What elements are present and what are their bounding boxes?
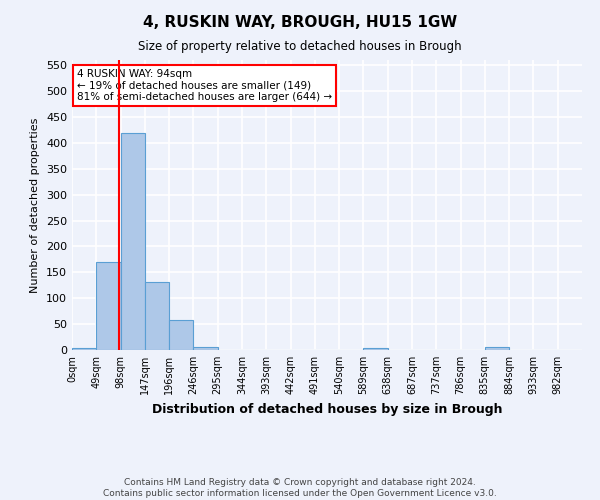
Text: 4 RUSKIN WAY: 94sqm
← 19% of detached houses are smaller (149)
81% of semi-detac: 4 RUSKIN WAY: 94sqm ← 19% of detached ho… [77, 68, 332, 102]
Text: Contains HM Land Registry data © Crown copyright and database right 2024.
Contai: Contains HM Land Registry data © Crown c… [103, 478, 497, 498]
Bar [121, 132, 145, 350]
Text: Size of property relative to detached houses in Brough: Size of property relative to detached ho… [138, 40, 462, 53]
Bar [96, 262, 121, 350]
Bar [485, 348, 509, 350]
Bar [169, 320, 193, 350]
X-axis label: Distribution of detached houses by size in Brough: Distribution of detached houses by size … [152, 402, 502, 415]
Bar [193, 348, 218, 350]
Bar [72, 348, 96, 350]
Bar [364, 348, 388, 350]
Bar [145, 282, 169, 350]
Y-axis label: Number of detached properties: Number of detached properties [31, 118, 40, 292]
Text: 4, RUSKIN WAY, BROUGH, HU15 1GW: 4, RUSKIN WAY, BROUGH, HU15 1GW [143, 15, 457, 30]
